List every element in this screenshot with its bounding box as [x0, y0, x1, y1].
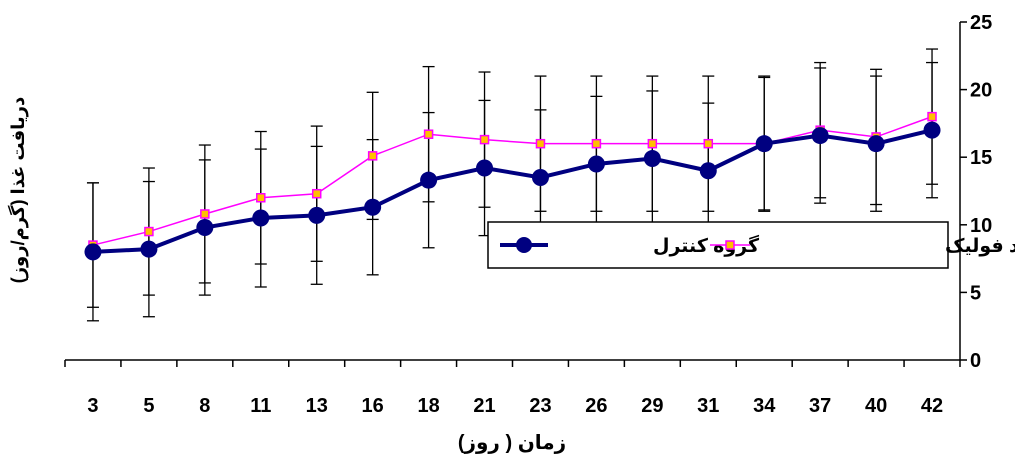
x-tick-label: 37 [809, 395, 831, 417]
point-control [196, 219, 214, 237]
point-control [587, 155, 605, 173]
x-tick-label: 11 [250, 395, 271, 417]
y-tick-label: 20 [970, 80, 992, 102]
point-folic [927, 111, 937, 122]
point-folic [535, 138, 546, 149]
series-line-folic [92, 115, 933, 246]
x-tick-label: 16 [362, 395, 384, 417]
legend-marker-folic [725, 240, 735, 250]
x-tick-label: 21 [473, 395, 495, 417]
x-tick-label: 29 [641, 395, 663, 417]
point-control [811, 127, 829, 145]
series-lines-layer [92, 115, 933, 254]
point-folic [423, 129, 434, 139]
point-control [643, 150, 661, 168]
y-axis-title: دریافت غذا (گرم/روز) [7, 97, 29, 284]
point-folic [311, 188, 322, 199]
point-control [84, 243, 102, 261]
point-control [364, 198, 382, 216]
point-folic [703, 138, 714, 149]
y-tick-label: 0 [970, 350, 981, 372]
legend: گروه کنترل گروه گیرنده اسید فولیک [487, 221, 1015, 269]
point-control [531, 168, 549, 186]
point-folic [367, 151, 378, 161]
point-folic [200, 209, 210, 219]
point-control [699, 162, 717, 180]
point-control [140, 240, 158, 258]
x-tick-label: 26 [585, 395, 607, 417]
x-axis-title: زمان ( روز) [458, 432, 566, 454]
point-control [252, 209, 270, 227]
y-tick-label: 25 [970, 12, 992, 34]
y-ticks-layer: 0 5 10 15 20 25 [960, 12, 992, 372]
point-folic [591, 138, 602, 149]
y-tick-label: 5 [970, 282, 981, 304]
x-ticks-layer: 3 5 8 11 13 16 18 21 23 26 29 31 34 37 40 42 [64, 360, 961, 417]
point-folic [647, 138, 658, 149]
x-tick-label: 13 [306, 395, 328, 417]
x-tick-label: 3 [87, 395, 98, 417]
y-tick-label: 10 [970, 215, 992, 237]
x-tick-label: 40 [865, 395, 887, 417]
axes-layer [65, 22, 961, 361]
x-tick-label: 23 [529, 395, 551, 417]
y-tick-label: 15 [970, 147, 992, 169]
point-control [755, 135, 773, 153]
x-tick-label: 42 [921, 395, 943, 417]
point-control [923, 121, 941, 139]
legend-label-folic: گروه گیرنده اسید فولیک [945, 234, 1015, 257]
point-control [867, 135, 885, 153]
x-tick-label: 8 [199, 395, 210, 417]
x-tick-label: 31 [697, 395, 719, 417]
point-control [420, 171, 438, 189]
point-folic [144, 226, 154, 237]
error-bars-layer [86, 48, 939, 322]
legend-label-control: گروه کنترل [653, 234, 760, 257]
point-control [308, 206, 326, 224]
legend-marker-control [516, 237, 532, 253]
x-tick-label: 5 [143, 395, 154, 417]
point-control [476, 159, 494, 177]
point-folic [479, 134, 490, 145]
series-markers-layer [84, 111, 941, 261]
series-line-control [92, 128, 933, 254]
x-tick-label: 34 [753, 395, 776, 417]
x-tick-label: 18 [417, 395, 439, 417]
point-folic [256, 193, 266, 203]
